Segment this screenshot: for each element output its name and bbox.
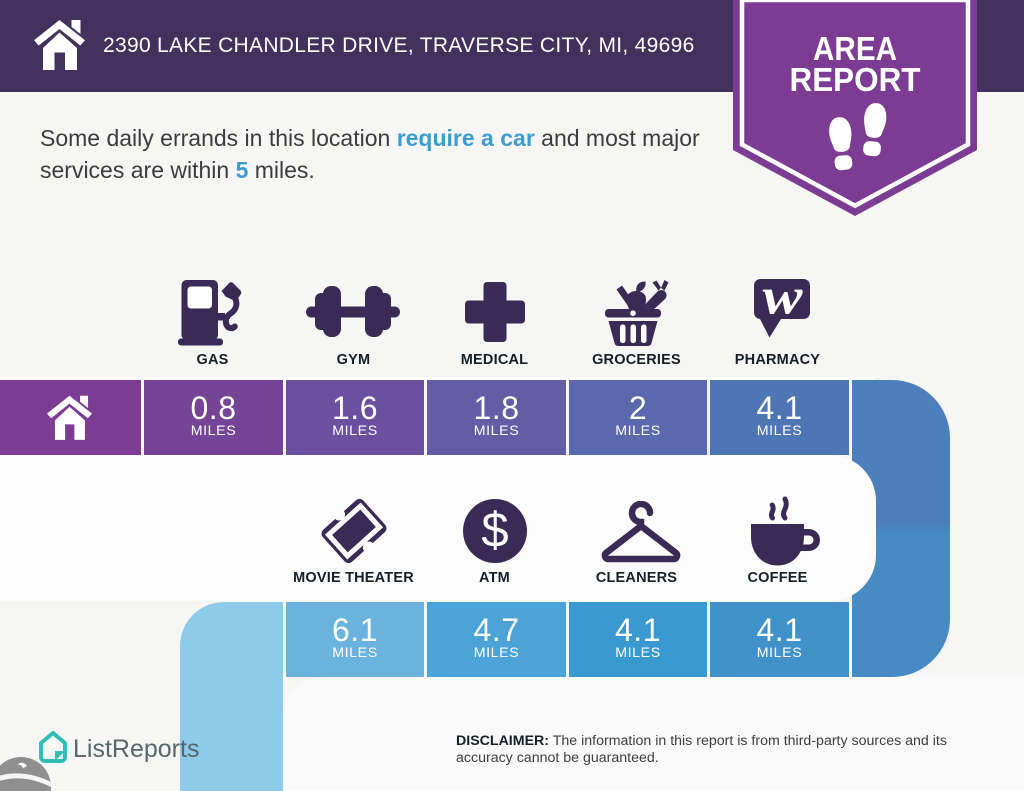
svg-text:AREA: AREA (813, 30, 897, 67)
svg-text:$: $ (481, 504, 508, 558)
svg-text:w: w (763, 279, 803, 326)
svg-text:REPORT: REPORT (790, 61, 921, 98)
